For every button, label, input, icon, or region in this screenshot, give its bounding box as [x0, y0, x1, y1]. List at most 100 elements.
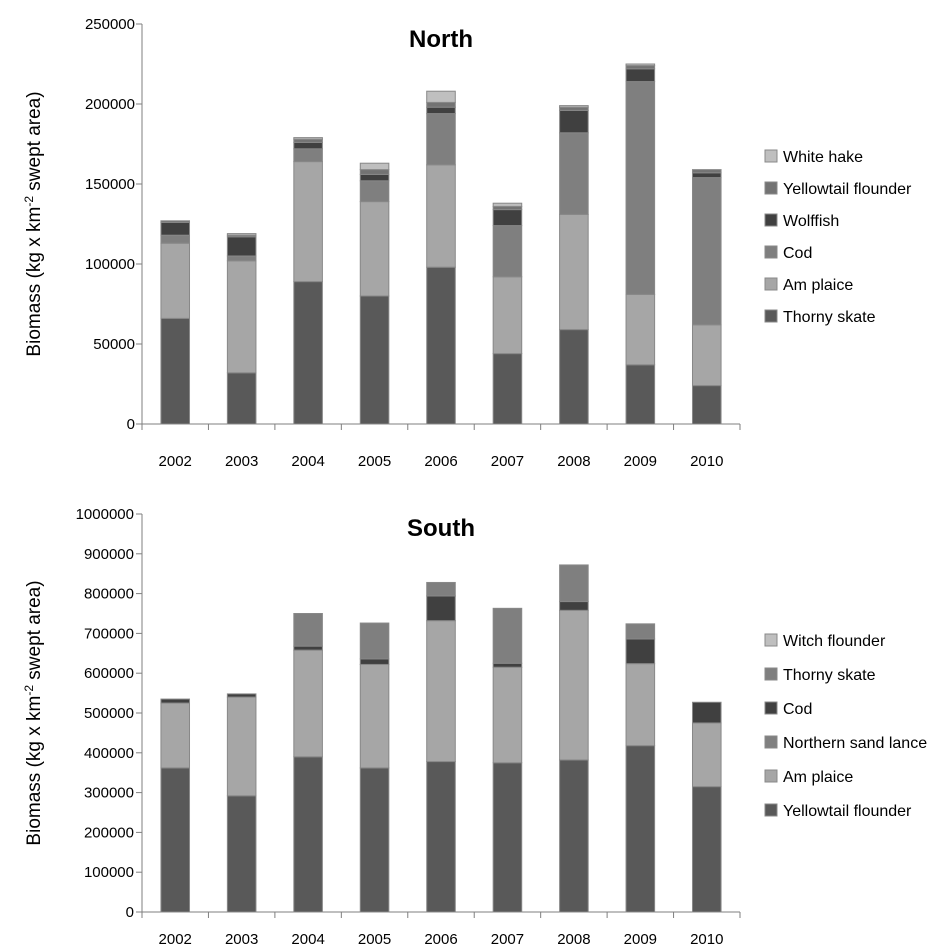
north-bar-segment: [359, 162, 390, 171]
north-y-axis-label: Biomass (kg x km-2 swept area): [22, 91, 45, 356]
north-bar-segment: [625, 293, 656, 366]
north-bar-segment: [359, 295, 390, 425]
north-bar-segment: [160, 221, 191, 236]
south-bar-segment: [293, 645, 323, 651]
south-x-tick-label: 2003: [225, 931, 258, 948]
north-bar-segment: [492, 202, 523, 207]
south-bar-segment: [625, 623, 656, 640]
south-legend-swatch: [764, 701, 778, 715]
south-y-tick-label: 0: [126, 904, 134, 921]
south-y-axis-label-sup: -2: [22, 685, 36, 696]
south-bar-segment: [293, 649, 323, 758]
south-bar-segment: [359, 663, 390, 769]
north-bar-segment: [426, 164, 456, 268]
south-bar-segment: [160, 698, 191, 704]
north-bar-segment: [160, 242, 191, 319]
north-legend-label: Thorny skate: [783, 309, 876, 326]
south-y-tick-label: 900000: [84, 546, 134, 563]
north-bar-segment: [426, 106, 456, 115]
north-bar-segment: [691, 169, 722, 174]
south-y-axis-label-main: Biomass (kg x km: [24, 696, 45, 846]
south-legend-label: Am plaice: [783, 769, 853, 786]
south-bar-segment: [625, 745, 656, 913]
north-x-tick-label: 2010: [690, 453, 723, 470]
north-bar-segment: [691, 177, 722, 326]
south-bar-segment: [691, 722, 722, 788]
north-y-tick-label: 200000: [85, 96, 135, 113]
north-y-tick-label: 0: [127, 416, 135, 433]
south-legend-label: Cod: [783, 701, 812, 718]
north-bar-segment: [559, 213, 589, 331]
south-legend-swatch: [764, 735, 778, 749]
south-x-tick-label: 2009: [624, 931, 657, 948]
south-bar-segment: [293, 756, 323, 913]
north-bar-segment: [426, 266, 456, 425]
south-x-tick-label: 2008: [557, 931, 590, 948]
south-y-tick-label: 1000000: [76, 506, 134, 523]
south-y-axis-label: Biomass (kg x km-2 swept area): [22, 580, 45, 845]
south-x-tick-label: 2004: [291, 931, 324, 948]
north-bar-segment: [226, 236, 257, 257]
north-x-tick-label: 2003: [225, 453, 258, 470]
south-y-tick-label: 100000: [84, 864, 134, 881]
north-bar-segment: [293, 148, 323, 163]
north-bar-segment: [359, 201, 390, 297]
north-bar-segment: [293, 281, 323, 425]
north-x-tick-label: 2002: [159, 453, 192, 470]
south-bar-segment: [160, 767, 191, 913]
north-y-tick-label: 250000: [85, 16, 135, 33]
north-bar-segment: [359, 169, 390, 175]
north-bar-segment: [359, 180, 390, 203]
north-bar-segment: [160, 317, 191, 425]
north-bar-segment: [559, 132, 589, 215]
north-bar-segment: [359, 173, 390, 182]
north-legend-label: Cod: [783, 245, 812, 262]
south-bar-segment: [559, 564, 589, 603]
north-bar-segment: [625, 63, 656, 67]
south-bar-segment: [426, 620, 456, 763]
north-legend-swatch: [764, 181, 778, 195]
south-x-tick-label: 2006: [424, 931, 457, 948]
north-y-axis-label-tail: swept area): [24, 91, 45, 196]
north-x-tick-label: 2008: [557, 453, 590, 470]
north-x-tick-label: 2009: [624, 453, 657, 470]
north-bar-segment: [691, 324, 722, 387]
south-bar-segment: [359, 767, 390, 913]
south-bar-segment: [293, 613, 323, 647]
south-y-axis-label-tail: swept area): [24, 580, 45, 685]
north-bar-segment: [426, 101, 456, 108]
south-bar-segment: [559, 609, 589, 761]
south-bar-segment: [559, 601, 589, 611]
north-y-tick-label: 150000: [85, 176, 135, 193]
south-legend-label: Yellowtail flounder: [783, 803, 912, 820]
north-bar-segment: [293, 141, 323, 150]
south-legend-swatch: [764, 803, 778, 817]
north-bar-segment: [426, 113, 456, 166]
south-x-tick-label: 2010: [690, 931, 723, 948]
north-x-tick-label: 2005: [358, 453, 391, 470]
north-bar-segment: [492, 276, 523, 355]
south-x-tick-label: 2005: [358, 931, 391, 948]
south-bar-segment: [691, 701, 722, 724]
south-bar-segment: [492, 762, 523, 913]
north-bar-segment: [691, 172, 722, 179]
north-y-tick-label: 50000: [93, 336, 135, 353]
south-y-tick-label: 400000: [84, 745, 134, 762]
north-y-tick-label: 100000: [85, 256, 135, 273]
north-bar-segment: [492, 353, 523, 425]
north-bar-segment: [293, 137, 323, 140]
south-bar-segment: [426, 595, 456, 622]
north-bar-segment: [625, 68, 656, 83]
south-legend-label: Northern sand lance: [783, 735, 927, 752]
south-y-tick-label: 700000: [84, 625, 134, 642]
north-legend-swatch: [764, 213, 778, 227]
south-legend-label: Thorny skate: [783, 667, 876, 684]
south-y-tick-label: 300000: [84, 785, 134, 802]
north-legend-swatch: [764, 245, 778, 259]
north-bar-segment: [160, 220, 191, 223]
south-bar-segment: [492, 666, 523, 764]
south-y-tick-label: 600000: [84, 665, 134, 682]
south-bar-segment: [625, 638, 656, 665]
south-legend-swatch: [764, 769, 778, 783]
north-legend-label: Am plaice: [783, 277, 853, 294]
